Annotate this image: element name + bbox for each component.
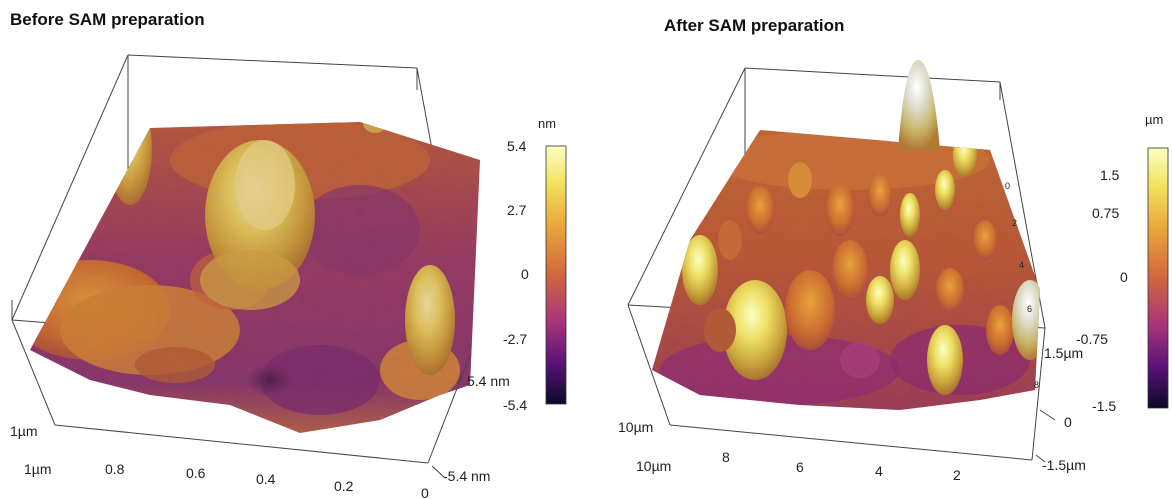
x-tick-label: 0.6 [186,465,206,481]
colorbar-after: µm 1.5 0.75 0 -0.75 -1.5 [1076,112,1169,414]
y-axis-top-label-before: 1µm [10,423,38,439]
colorbar-gradient [1147,147,1169,409]
colorbar-unit: µm [1145,112,1163,127]
side-tick-label: 2 [1012,218,1017,228]
x-tick-label: 0.2 [334,478,354,494]
x-tick-label: 1µm [24,461,52,477]
surface-spike [898,60,940,150]
colorbar-gradient [545,145,567,405]
z-tick-label: 1.5µm [1044,345,1083,361]
z-tick-label: -1.5µm [1042,457,1086,473]
colorbar-tick: -0.75 [1076,331,1108,347]
z-tick-label: -5.4 nm [443,468,490,484]
colorbar-tick: 0 [1120,269,1128,285]
panel-title-after: After SAM preparation [664,16,845,35]
panel-title-before: Before SAM preparation [10,10,205,29]
side-axis-ticks-after: 0 2 4 6 8 [1005,181,1039,390]
x-tick-label: 0.8 [105,461,125,477]
colorbar-tick: 0 [521,266,529,282]
z-axis-ticks-before: 5.4 nm -5.4 nm [431,373,510,484]
x-tick-label: 0 [421,485,429,499]
side-tick-label: 6 [1027,304,1032,314]
colorbar-tick: 5.4 [507,138,527,154]
y-axis-top-label-after: 10µm [618,419,653,435]
colorbar-unit: nm [538,116,556,131]
side-tick-label: 0 [1005,181,1010,191]
z-tick-label: 5.4 nm [467,373,510,389]
afm-3d-surface-after [627,60,1046,461]
x-tick-label: 6 [796,459,804,475]
colorbar-tick: -5.4 [503,397,527,413]
z-tick-label: 0 [1064,414,1072,430]
x-tick-label: 4 [875,463,883,479]
x-axis-ticks-before: 1µm 0.8 0.6 0.4 0.2 0 [24,461,429,499]
colorbar-tick: 2.7 [507,202,527,218]
afm-3d-surface-before [11,54,480,464]
z-axis-ticks-after: 1.5µm 0 -1.5µm [1035,345,1086,473]
colorbar-tick: 1.5 [1100,167,1120,183]
x-tick-label: 0.4 [256,471,276,487]
x-axis-ticks-after: 10µm 8 6 4 2 [636,449,961,483]
x-tick-label: 10µm [636,458,671,474]
x-tick-label: 8 [722,449,730,465]
colorbar-before: nm 5.4 2.7 0 -2.7 -5.4 [503,116,567,413]
side-tick-label: 8 [1034,380,1039,390]
colorbar-tick: -2.7 [503,331,527,347]
colorbar-tick: -1.5 [1092,398,1116,414]
colorbar-tick: 0.75 [1092,205,1119,221]
side-tick-label: 4 [1019,260,1024,270]
x-tick-label: 2 [953,467,961,483]
